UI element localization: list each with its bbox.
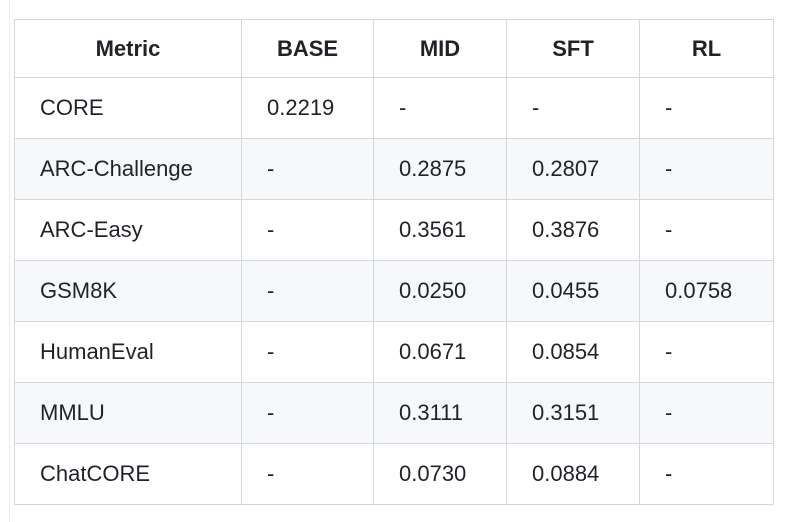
table-row: ARC-Easy - 0.3561 0.3876 -: [14, 199, 774, 261]
value-cell: -: [639, 77, 774, 139]
table-row: ChatCORE - 0.0730 0.0884 -: [14, 443, 774, 505]
value-cell: 0.2219: [241, 77, 374, 139]
value-cell: -: [639, 138, 774, 200]
value-cell: 0.0730: [373, 443, 507, 505]
content-left-edge: [9, 0, 10, 522]
value-cell: 0.0250: [373, 260, 507, 322]
value-cell: -: [373, 77, 507, 139]
table-row: MMLU - 0.3111 0.3151 -: [14, 382, 774, 444]
metric-cell: GSM8K: [14, 260, 242, 322]
column-header-base: BASE: [241, 19, 374, 78]
value-cell: -: [639, 443, 774, 505]
column-header-rl: RL: [639, 19, 774, 78]
column-header-sft: SFT: [506, 19, 640, 78]
value-cell: -: [241, 199, 374, 261]
value-cell: 0.3876: [506, 199, 640, 261]
metric-cell: HumanEval: [14, 321, 242, 383]
column-header-metric: Metric: [14, 19, 242, 78]
table-row: HumanEval - 0.0671 0.0854 -: [14, 321, 774, 383]
value-cell: -: [506, 77, 640, 139]
metric-cell: ChatCORE: [14, 443, 242, 505]
metric-cell: ARC-Challenge: [14, 138, 242, 200]
value-cell: 0.0854: [506, 321, 640, 383]
table-row: CORE 0.2219 - - -: [14, 77, 774, 139]
value-cell: -: [639, 321, 774, 383]
metric-cell: MMLU: [14, 382, 242, 444]
metrics-table: Metric BASE MID SFT RL CORE 0.2219 - - -…: [14, 19, 774, 505]
metric-cell: ARC-Easy: [14, 199, 242, 261]
value-cell: -: [241, 260, 374, 322]
column-header-mid: MID: [373, 19, 507, 78]
value-cell: -: [639, 199, 774, 261]
value-cell: 0.3111: [373, 382, 507, 444]
table-row: GSM8K - 0.0250 0.0455 0.0758: [14, 260, 774, 322]
value-cell: 0.0758: [639, 260, 774, 322]
value-cell: 0.0455: [506, 260, 640, 322]
value-cell: 0.2875: [373, 138, 507, 200]
table-row: ARC-Challenge - 0.2875 0.2807 -: [14, 138, 774, 200]
value-cell: 0.0671: [373, 321, 507, 383]
metric-cell: CORE: [14, 77, 242, 139]
value-cell: -: [241, 138, 374, 200]
value-cell: 0.3561: [373, 199, 507, 261]
value-cell: -: [639, 382, 774, 444]
value-cell: 0.3151: [506, 382, 640, 444]
value-cell: 0.2807: [506, 138, 640, 200]
value-cell: -: [241, 382, 374, 444]
value-cell: -: [241, 443, 374, 505]
header-row: Metric BASE MID SFT RL: [14, 19, 774, 78]
value-cell: -: [241, 321, 374, 383]
value-cell: 0.0884: [506, 443, 640, 505]
